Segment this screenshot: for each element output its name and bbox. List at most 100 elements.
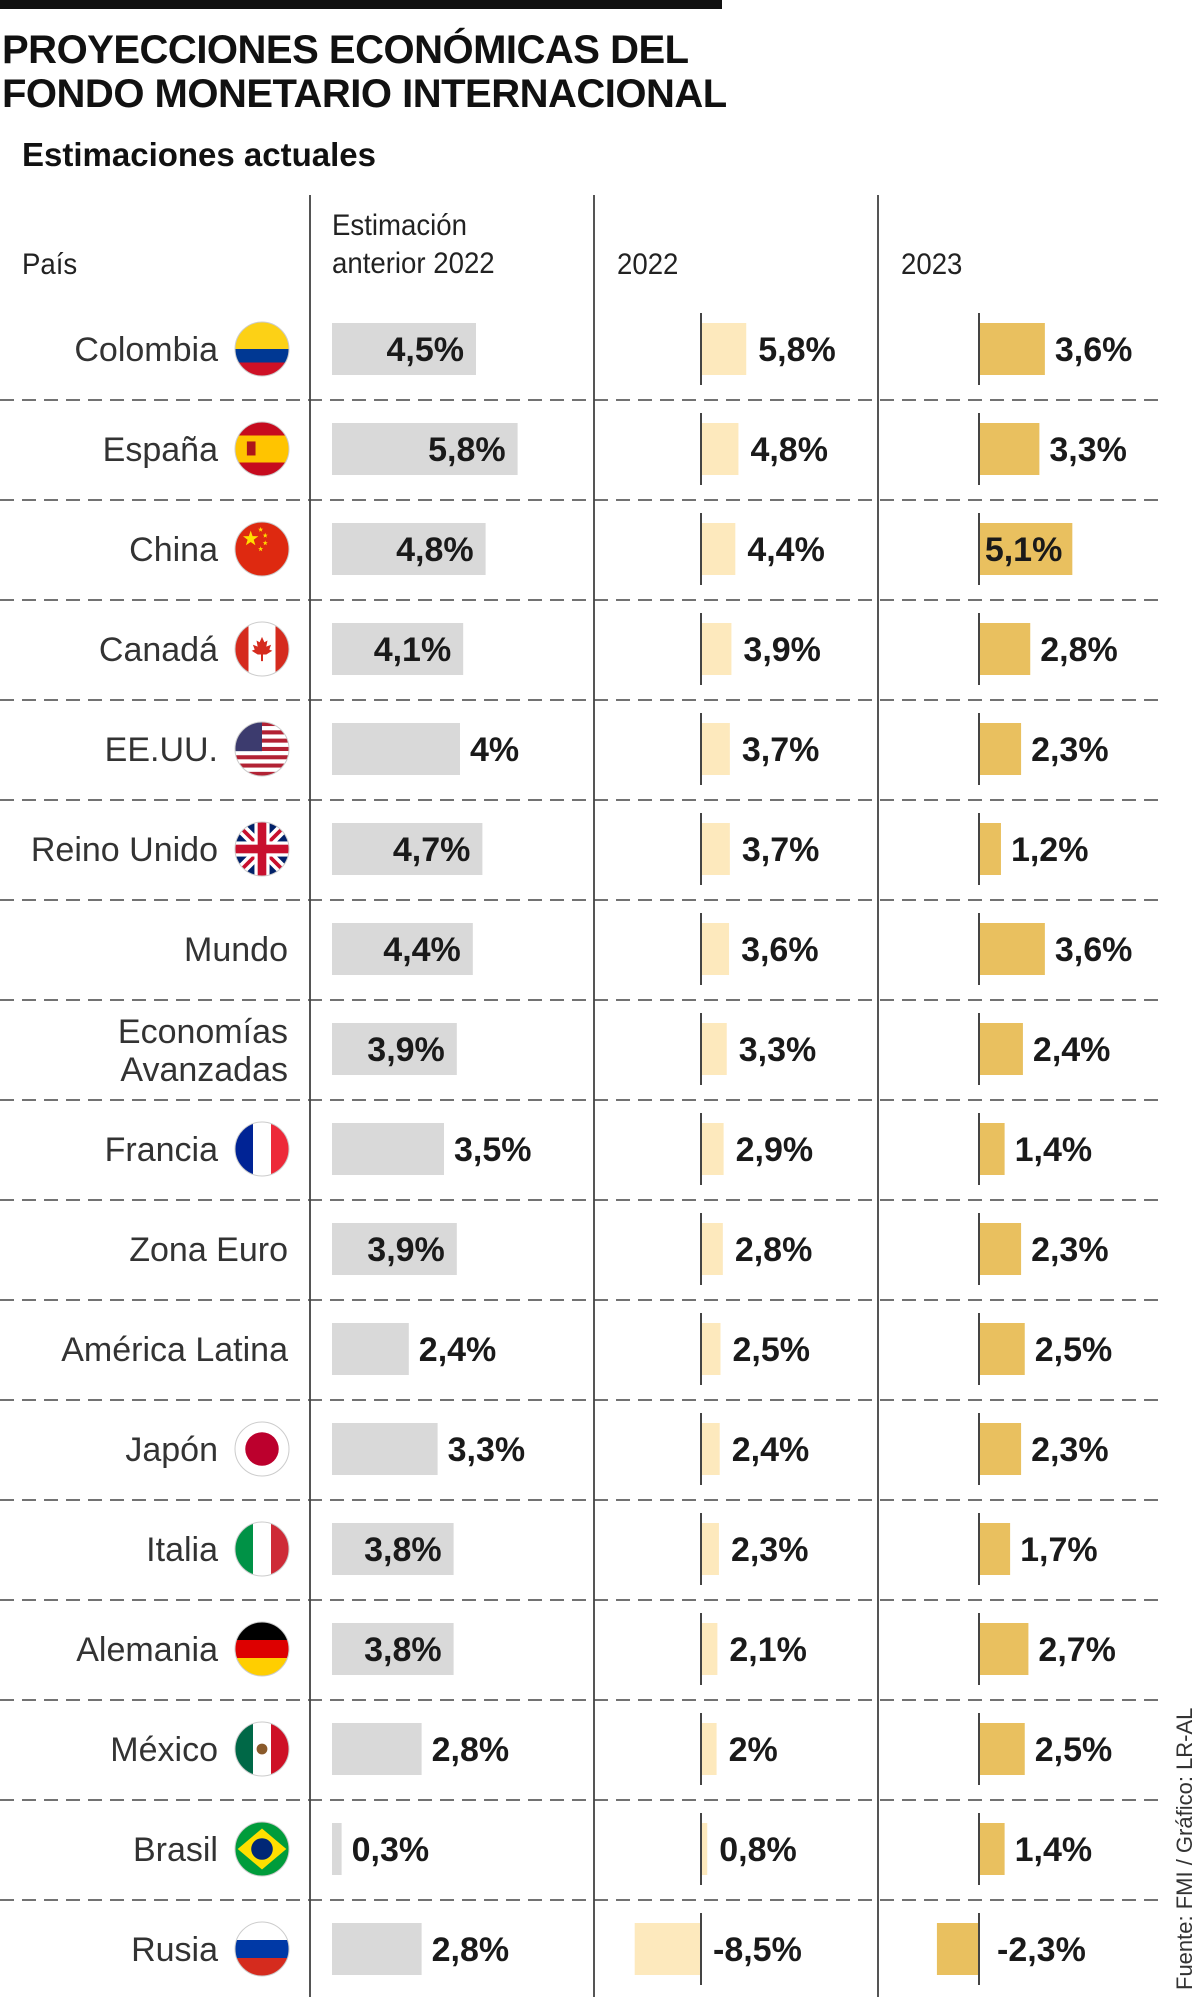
- value-label-2023: 2,8%: [1040, 631, 1118, 669]
- bar-previous-estimate: [332, 623, 464, 675]
- stripe-black: [235, 1622, 289, 1640]
- globe: [251, 1838, 273, 1860]
- value-label-2022: 2,9%: [736, 1131, 814, 1169]
- bar-2023: [979, 1323, 1025, 1375]
- band-green: [235, 1722, 253, 1776]
- value-label-previous: 2,4%: [419, 1331, 497, 1369]
- flag-body: [235, 1822, 289, 1876]
- bar-previous-estimate: [332, 1823, 342, 1875]
- value-label-previous: 2,8%: [432, 1931, 510, 1969]
- bar-2022: [701, 1723, 717, 1775]
- coat-of-arms: [256, 1743, 268, 1755]
- flag-outline: [234, 621, 290, 677]
- canada-flag-icon: [234, 621, 290, 677]
- bar-previous-estimate: [332, 1923, 422, 1975]
- value-label-previous: 0,3%: [352, 1831, 430, 1869]
- colombia-flag-icon: [234, 321, 290, 377]
- bar-2022: [701, 1123, 724, 1175]
- row-mundo: Mundo 4,4% 3,6% 3,6%: [0, 899, 1165, 985]
- stripe-red: [235, 1640, 289, 1658]
- row-méxico: México 2,8% 2% 2,5%: [0, 1699, 1165, 1785]
- flag-body: [235, 1622, 289, 1676]
- stripe-red-4: [235, 755, 289, 760]
- row-alemania: Alemania 3,8% 2,1% 2,7%: [0, 1599, 1165, 1685]
- flag-outline: [234, 1721, 290, 1777]
- title-line-1: PROYECCIONES ECONÓMICAS DEL: [2, 28, 689, 72]
- bar-2023: [979, 923, 1045, 975]
- value-label-previous: 3,5%: [454, 1131, 532, 1169]
- value-label-previous: 4,8%: [396, 531, 474, 569]
- value-label-2022: 2,1%: [729, 1631, 807, 1669]
- russia-flag-icon: [234, 1921, 290, 1977]
- value-label-2023: 2,3%: [1031, 1231, 1109, 1269]
- bar-2023: [979, 823, 1001, 875]
- small-star-1: [262, 532, 268, 538]
- value-label-2022: 4,4%: [747, 531, 825, 569]
- value-label-2023: 2,3%: [1031, 1431, 1109, 1469]
- value-label-2023: 2,3%: [1031, 731, 1109, 769]
- stripe-white-4: [235, 759, 289, 764]
- stripe-red: [235, 362, 289, 376]
- country-label-line2: Avanzadas: [120, 1051, 288, 1089]
- flag-outline: [234, 1421, 290, 1477]
- flag-outline: [234, 1521, 290, 1577]
- bar-2022: [701, 423, 739, 475]
- red-disc: [245, 1432, 279, 1466]
- country-label: Reino Unido: [31, 831, 218, 869]
- value-label-2023: 3,6%: [1055, 331, 1133, 369]
- country-label: México: [110, 1731, 218, 1769]
- mexico-flag-icon: [234, 1721, 290, 1777]
- band-red: [271, 1522, 289, 1576]
- row-américa-latina: América Latina 2,4% 2,5% 2,5%: [0, 1299, 1165, 1385]
- flag-body: [235, 1122, 289, 1176]
- flag-body: [235, 1722, 289, 1776]
- bar-previous-estimate: [332, 1123, 444, 1175]
- band-green: [235, 1522, 253, 1576]
- flag-outline: [234, 1821, 290, 1877]
- bar-2023: [979, 1223, 1022, 1275]
- bar-2023: [979, 1623, 1029, 1675]
- value-label-2023: 2,5%: [1035, 1731, 1113, 1769]
- value-label-previous: 3,9%: [367, 1231, 445, 1269]
- bar-2023: [979, 1023, 1023, 1075]
- source-credit: Fuente: FMI / Gráfico: LR-AL: [1172, 1707, 1197, 1990]
- column-divider-3: [877, 195, 879, 1997]
- value-label-2023: 1,4%: [1015, 1831, 1093, 1869]
- stripe-white: [235, 1922, 289, 1940]
- bar-previous-estimate: [332, 1523, 454, 1575]
- chart-title: PROYECCIONES ECONÓMICAS DEL FONDO MONETA…: [2, 28, 742, 116]
- flag-outline: [234, 1621, 290, 1677]
- flag-outline: [234, 321, 290, 377]
- row-brasil: Brasil 0,3% 0,8% 1,4%: [0, 1799, 1165, 1885]
- band-blue: [235, 1122, 253, 1176]
- value-label-previous: 3,9%: [367, 1031, 445, 1069]
- flag-body: [235, 522, 289, 576]
- bar-previous-estimate: [332, 1323, 409, 1375]
- value-label-2022: -8,5%: [713, 1931, 802, 1969]
- bar-2022: [701, 723, 730, 775]
- bar-previous-estimate: [332, 1023, 457, 1075]
- value-label-2022: 2,5%: [733, 1331, 811, 1369]
- row-ee-uu-: EE.UU. 4% 3,7% 2,3%: [0, 699, 1165, 785]
- china-flag-icon: [234, 521, 290, 577]
- bar-previous-estimate: [332, 1423, 438, 1475]
- uk-flag-icon: [234, 821, 290, 877]
- bar-previous-estimate: [332, 1723, 422, 1775]
- column-header-previous-line1: Estimación: [332, 209, 467, 242]
- big-star: [243, 530, 259, 546]
- band-right: [275, 622, 289, 676]
- value-label-2023: 3,6%: [1055, 931, 1133, 969]
- usa-flag-icon: [234, 721, 290, 777]
- value-label-2022: 3,9%: [743, 631, 821, 669]
- value-label-2023: 1,4%: [1015, 1131, 1093, 1169]
- value-label-previous: 3,3%: [448, 1431, 525, 1469]
- country-label: Mundo: [184, 931, 288, 969]
- value-label-2023: 2,4%: [1033, 1031, 1111, 1069]
- country-label: Canadá: [99, 631, 218, 669]
- bar-2023: [979, 323, 1045, 375]
- value-label-2022: 3,3%: [739, 1031, 817, 1069]
- stripe-yellow: [235, 435, 289, 463]
- column-header-2022: 2022: [617, 248, 679, 281]
- bar-previous-estimate: [332, 523, 486, 575]
